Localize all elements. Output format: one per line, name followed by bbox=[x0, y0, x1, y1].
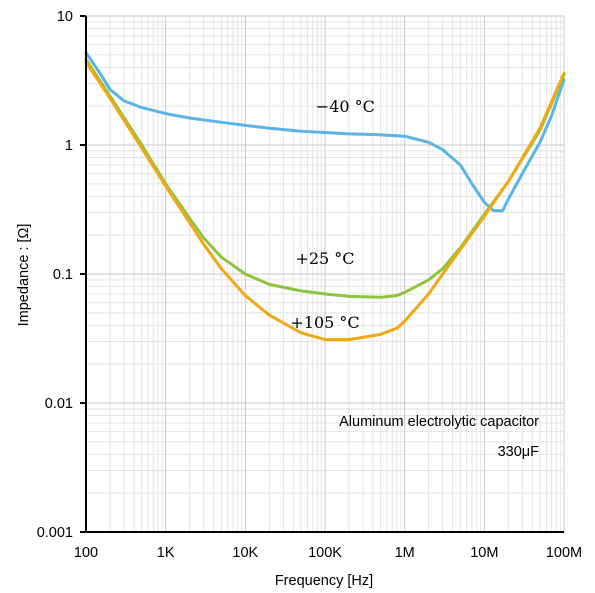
y-tick-label: 0.01 bbox=[45, 396, 73, 412]
series-label-2: +25 °C bbox=[295, 249, 354, 268]
x-tick-label: 10M bbox=[470, 545, 498, 561]
axes bbox=[80, 15, 564, 533]
annotation-capacitor-type: Aluminum electrolytic capacitor bbox=[339, 414, 539, 430]
y-axis-title: Impedance : [Ω] bbox=[16, 224, 32, 327]
series-line-1 bbox=[84, 51, 566, 213]
x-axis-title: Frequency [Hz] bbox=[275, 573, 373, 589]
series-labels: −40 °C +25 °C +105 °C bbox=[290, 97, 375, 332]
series-lines bbox=[84, 51, 566, 342]
series-label-1: −40 °C bbox=[316, 97, 375, 116]
x-tick-label: 10K bbox=[232, 545, 258, 561]
x-tick-label: 100M bbox=[546, 545, 582, 561]
x-tick-label: 1M bbox=[395, 545, 415, 561]
y-tick-label: 0.001 bbox=[37, 525, 73, 541]
series-label-3: +105 °C bbox=[290, 313, 359, 332]
annotation-capacitance: 330μF bbox=[498, 444, 540, 460]
y-tick-label: 0.1 bbox=[53, 267, 73, 283]
x-tick-labels: 100 1K 10K 100K 1M 10M 100M bbox=[74, 545, 582, 561]
x-tick-label: 100K bbox=[308, 545, 342, 561]
series-line-3 bbox=[84, 60, 566, 342]
y-tick-label: 10 bbox=[57, 9, 73, 25]
y-tick-label: 1 bbox=[65, 138, 73, 154]
x-tick-label: 100 bbox=[74, 545, 98, 561]
y-tick-labels: 0.001 0.01 0.1 1 10 bbox=[37, 9, 73, 541]
x-tick-label: 1K bbox=[157, 545, 175, 561]
